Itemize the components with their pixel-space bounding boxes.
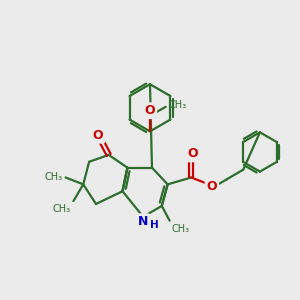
Text: CH₃: CH₃	[52, 204, 70, 214]
Text: CH₃: CH₃	[44, 172, 63, 182]
Text: N: N	[138, 215, 148, 228]
Text: O: O	[93, 129, 103, 142]
Text: CH₃: CH₃	[169, 100, 187, 110]
Text: H: H	[150, 220, 159, 230]
Text: CH₃: CH₃	[172, 224, 190, 234]
Text: O: O	[188, 147, 199, 161]
Text: O: O	[145, 104, 155, 117]
Text: O: O	[206, 180, 217, 193]
